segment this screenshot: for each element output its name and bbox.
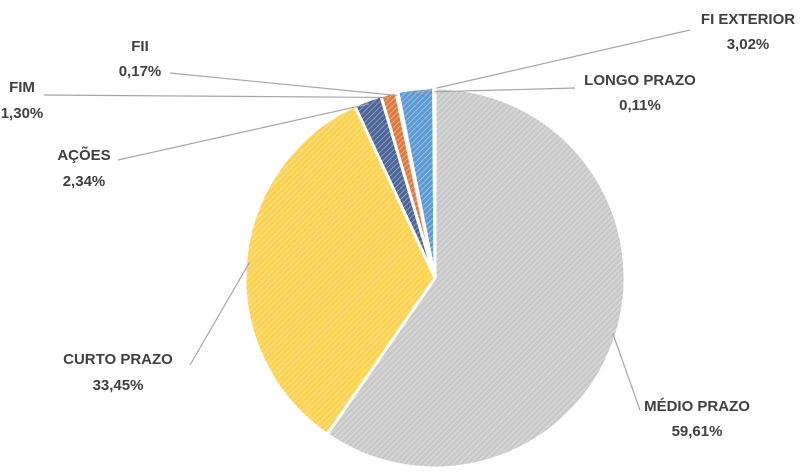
pie-slice [243, 103, 437, 437]
value-label: 0,17% [119, 63, 162, 80]
leader-line [415, 29, 691, 94]
leader-line [169, 72, 398, 97]
pie-slice [325, 86, 627, 470]
value-label: 33,45% [93, 377, 144, 394]
value-label: 0,11% [619, 97, 661, 114]
value-label: 2,34% [63, 173, 106, 190]
slice-label: MÉDIO PRAZO [644, 398, 750, 415]
slice-label: FII [131, 38, 149, 55]
leader-line [434, 87, 576, 93]
slice-label: AÇÕES [57, 146, 110, 164]
leader-line [189, 262, 250, 366]
slice-label: FIM [9, 79, 35, 96]
leader-line [117, 103, 370, 161]
slice-label: LONGO PRAZO [584, 72, 696, 89]
value-label: 1,30% [1, 105, 44, 122]
slice-label: FI EXTERIOR [701, 11, 795, 28]
slice-label: CURTO PRAZO [63, 351, 173, 368]
leader-line [612, 333, 641, 411]
leader-line [43, 94, 390, 99]
pie-slice [432, 86, 437, 279]
value-label: 59,61% [672, 423, 723, 440]
value-label: 3,02% [727, 36, 770, 53]
